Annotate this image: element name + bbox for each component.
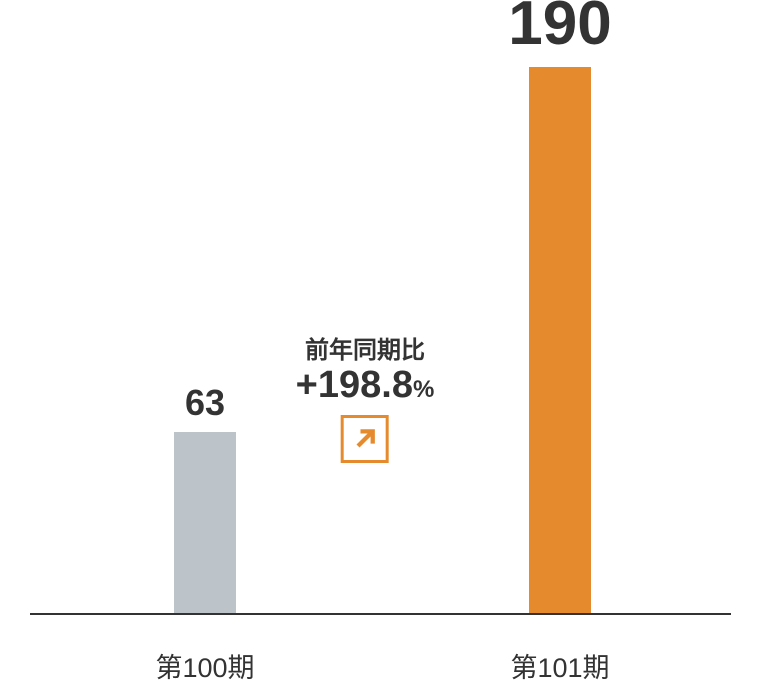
yoy-annotation: 前年同期比+198.8%: [296, 330, 435, 463]
bar-1: [529, 67, 591, 613]
axis-label-0: 第100期: [155, 646, 254, 685]
bar-value-label-1: 190: [508, 0, 611, 59]
axis-label-1: 第101期: [510, 646, 609, 685]
bar-0: [174, 432, 236, 613]
yoy-value-number: +198.8: [296, 364, 413, 406]
bar-chart: 63 第100期 190 第101期 前年同期比+198.8%: [0, 0, 761, 695]
yoy-value-unit: %: [413, 376, 434, 403]
plot-area: 63第100期190第101期前年同期比+198.8%: [30, 40, 731, 615]
yoy-icon-wrap: [296, 407, 435, 463]
arrow-up-right-icon: [341, 415, 389, 463]
yoy-value: +198.8%: [296, 365, 435, 407]
bar-value-label-0: 63: [185, 382, 225, 424]
yoy-title: 前年同期比: [296, 330, 435, 365]
